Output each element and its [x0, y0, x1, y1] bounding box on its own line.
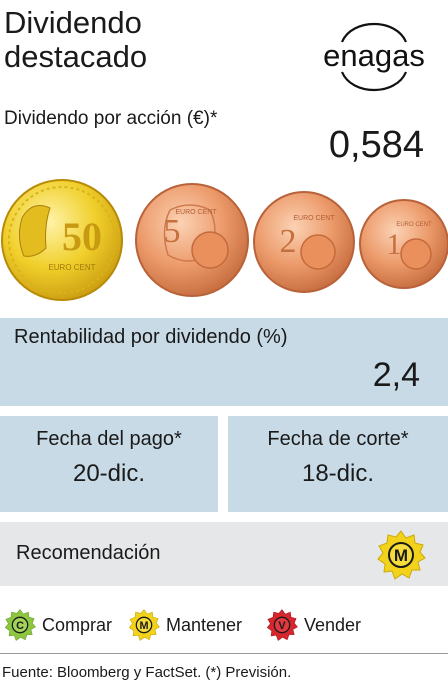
coin-2-number: 2: [280, 223, 297, 260]
coin-5-text: EURO CENT: [175, 209, 217, 216]
cutoff-date-panel: [228, 416, 448, 512]
payment-date-panel: [0, 416, 218, 512]
cutoff-date-label: Fecha de corte*: [267, 428, 409, 450]
50-euro-cent-coin-icon: 50 EURO CENT: [1, 179, 123, 301]
recommendation-label: Recomendación: [16, 542, 161, 564]
coin-50-number: 50: [62, 214, 102, 259]
comprar-badge-icon: C: [4, 609, 36, 641]
mantener-badge-icon: M: [128, 609, 160, 641]
payment-date-label: Fecha del pago*: [36, 428, 182, 450]
vender-badge-icon: V: [266, 609, 298, 641]
coin-1-number: 1: [387, 228, 402, 261]
yield-value: 2,4: [372, 356, 420, 394]
legend-item-mantener: M Mantener: [128, 608, 242, 642]
coin-50-text: EURO CENT: [48, 263, 95, 272]
recommendation-panel: [0, 522, 448, 586]
title-line-2: destacado: [4, 39, 148, 74]
comprar-badge-letter: C: [16, 620, 24, 632]
legend-label-comprar: Comprar: [42, 614, 113, 635]
footer-divider: [0, 653, 448, 654]
payment-date-value: 20-dic.: [72, 460, 146, 487]
mantener-badge-letter: M: [139, 620, 148, 632]
1-euro-cent-coin-icon: 1 EURO CENT: [359, 199, 448, 289]
dividend-per-share-value: 0,584: [328, 124, 424, 166]
2-euro-cent-coin-icon: 2 EURO CENT: [253, 191, 355, 293]
5-euro-cent-coin-icon: 5 EURO CENT: [135, 183, 249, 297]
vender-badge-letter: V: [278, 620, 286, 632]
legend-item-comprar: C Comprar: [4, 608, 112, 642]
coin-5-number: 5: [164, 213, 181, 250]
coin-1-text: EURO CENT: [396, 222, 432, 228]
recommendation-badge-letter: M: [394, 546, 408, 565]
yield-panel: [0, 318, 448, 406]
legend-label-mantener: Mantener: [166, 614, 243, 635]
yield-label: Rentabilidad por dividendo (%): [14, 326, 288, 348]
title-line-1: Dividendo: [4, 5, 142, 40]
page-title: Dividendo destacado: [4, 6, 147, 74]
coin-2-text: EURO CENT: [293, 215, 335, 222]
coins-illustration: 50 EURO CENT 5 EURO CENT 2 EURO CENT 1 E…: [1, 179, 448, 301]
dividend-per-share-label: Dividendo por acción (€)*: [4, 108, 218, 129]
cutoff-date-value: 18-dic.: [301, 460, 375, 487]
recommendation-badge-icon: M: [377, 530, 426, 580]
source-note: Fuente: Bloomberg y FactSet. (*) Previsi…: [2, 664, 292, 681]
enagas-logo: enagas: [323, 22, 425, 92]
logo-text: enagas: [323, 38, 425, 73]
legend-label-vender: Vender: [304, 614, 362, 635]
legend-item-vender: V Vender: [266, 608, 361, 642]
